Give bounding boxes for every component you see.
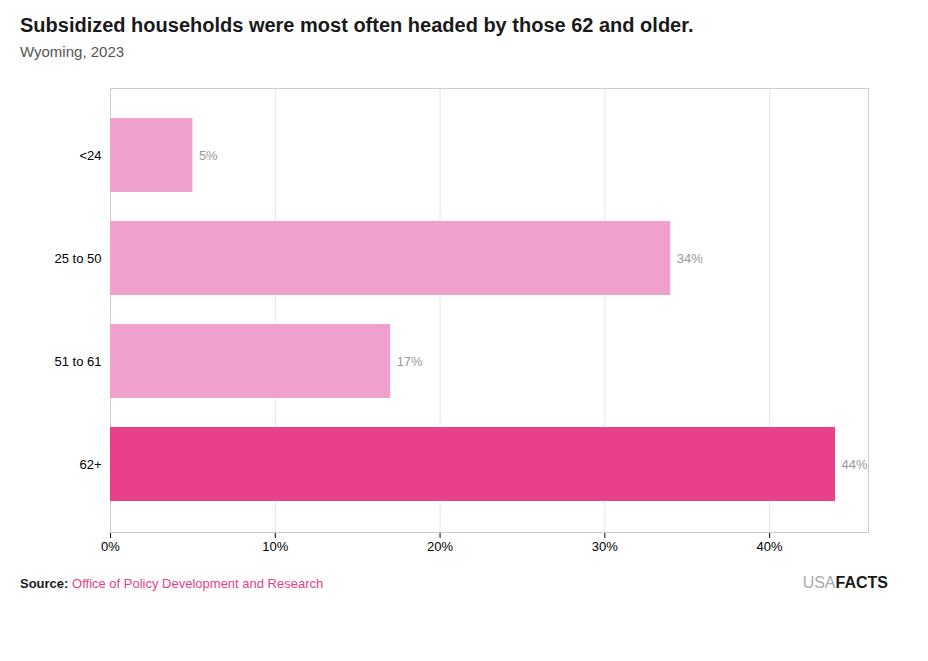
svg-text:25 to 50: 25 to 50 [55, 251, 102, 266]
svg-text:0%: 0% [101, 539, 120, 554]
svg-text:17%: 17% [397, 354, 423, 369]
html-text:Wyoming, 2023: Wyoming, 2023 [20, 43, 125, 60]
svg-text:20%: 20% [427, 539, 453, 554]
svg-text:34%: 34% [677, 251, 703, 266]
html-text:Source: Office of Policy Devel: Source: Office of Policy Development and… [20, 576, 324, 591]
html-text:Subsidized households were mos: Subsidized households were most often he… [20, 14, 694, 36]
svg-text:51 to 61: 51 to 61 [55, 354, 102, 369]
svg-text:<24: <24 [79, 148, 101, 163]
svg-text:62+: 62+ [79, 457, 101, 472]
svg-text:44%: 44% [842, 457, 868, 472]
svg-text:10%: 10% [262, 539, 288, 554]
svg-text:5%: 5% [199, 148, 218, 163]
html-text:USA FACTS: USA FACTS [802, 574, 888, 591]
svg-text:30%: 30% [592, 539, 618, 554]
svg-text:40%: 40% [757, 539, 783, 554]
